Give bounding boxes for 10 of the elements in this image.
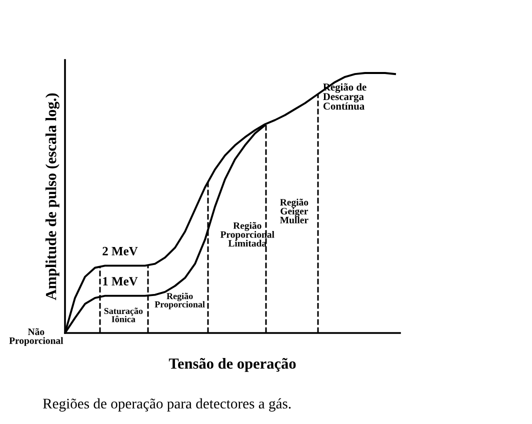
series-label: 2 MeV (102, 246, 138, 256)
annotation: Região Geiger Muller (280, 198, 308, 224)
y-axis-title: Amplitude de pulso (escala log.) (45, 93, 60, 300)
annotation: Saturação Iônica (104, 308, 143, 322)
annotation: Região Proporcional (154, 292, 205, 310)
annotation: Região Proporcional Limitada (220, 222, 274, 247)
x-axis-title: Tensão de operação (168, 358, 296, 372)
series-label: 1 MeV (103, 277, 138, 286)
text: Não Proporcional (9, 328, 64, 346)
text: Regiões de operação para detectores a gás. (42, 398, 291, 412)
